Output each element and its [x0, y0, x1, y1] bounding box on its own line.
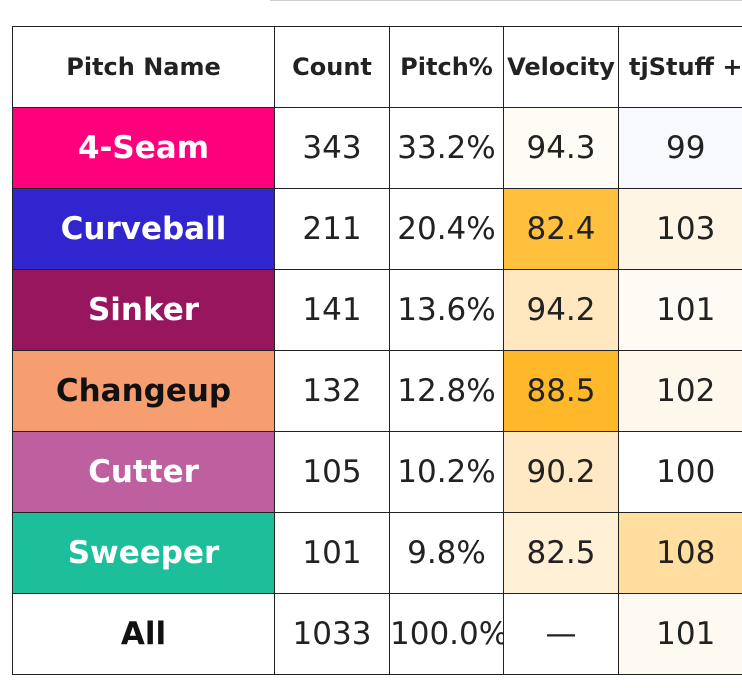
table-row: Sweeper 101 9.8% 82.5 108 — [12, 512, 742, 594]
count-cell: 1033 — [274, 593, 390, 675]
table-body: 4-Seam 343 33.2% 94.3 99 Curveball 211 20.4% 82.… — [12, 107, 742, 675]
tjstuff-cell: 101 — [618, 593, 742, 675]
pitch-pct-cell: 13.6% — [389, 269, 504, 351]
header-row: Pitch Name Count Pitch% Velocity tjStuff… — [12, 26, 742, 108]
pitch-pct-cell: 10.2% — [389, 431, 504, 513]
pitch-name-cell: Sinker — [12, 269, 275, 351]
count-cell: 211 — [274, 188, 390, 270]
tjstuff-cell: 99 — [618, 107, 742, 189]
velocity-cell: 88.5 — [503, 350, 619, 432]
count-cell: 343 — [274, 107, 390, 189]
table-row: All 1033 100.0% —101 — [12, 593, 742, 675]
pitch-pct-cell: 9.8% — [389, 512, 504, 594]
count-cell: 141 — [274, 269, 390, 351]
count-cell: 132 — [274, 350, 390, 432]
velocity-cell: 82.5 — [503, 512, 619, 594]
pitch-name-cell: Changeup — [12, 350, 275, 432]
velocity-cell: 94.3 — [503, 107, 619, 189]
top-edge-line — [270, 0, 742, 1]
pitch-stats-table: Pitch Name Count Pitch% Velocity tjStuff… — [12, 26, 742, 675]
velocity-cell: — — [503, 593, 619, 675]
pitch-pct-cell: 20.4% — [389, 188, 504, 270]
pitch-pct-cell: 12.8% — [389, 350, 504, 432]
table-row: Cutter 105 10.2% 90.2 100 — [12, 431, 742, 513]
tjstuff-cell: 101 — [618, 269, 742, 351]
table-row: Changeup 132 12.8% 88.5 102 — [12, 350, 742, 432]
velocity-cell: 94.2 — [503, 269, 619, 351]
pitch-name-cell: All — [12, 593, 275, 675]
header-pitch-pct: Pitch% — [389, 26, 504, 108]
tjstuff-cell: 100 — [618, 431, 742, 513]
header-velocity: Velocity — [503, 26, 619, 108]
pitch-pct-cell: 33.2% — [389, 107, 504, 189]
velocity-cell: 90.2 — [503, 431, 619, 513]
table-row: Sinker 141 13.6% 94.2 101 — [12, 269, 742, 351]
table-row: 4-Seam 343 33.2% 94.3 99 — [12, 107, 742, 189]
tjstuff-cell: 108 — [618, 512, 742, 594]
header-tjstuff: tjStuff + — [618, 26, 742, 108]
pitch-name-cell: 4-Seam — [12, 107, 275, 189]
tjstuff-cell: 102 — [618, 350, 742, 432]
count-cell: 105 — [274, 431, 390, 513]
pitch-name-cell: Sweeper — [12, 512, 275, 594]
header-pitch-name: Pitch Name — [12, 26, 275, 108]
pitch-pct-cell: 100.0% — [389, 593, 504, 675]
velocity-cell: 82.4 — [503, 188, 619, 270]
count-cell: 101 — [274, 512, 390, 594]
pitch-name-cell: Curveball — [12, 188, 275, 270]
table-row: Curveball 211 20.4% 82.4 103 — [12, 188, 742, 270]
header-count: Count — [274, 26, 390, 108]
tjstuff-cell: 103 — [618, 188, 742, 270]
pitch-name-cell: Cutter — [12, 431, 275, 513]
